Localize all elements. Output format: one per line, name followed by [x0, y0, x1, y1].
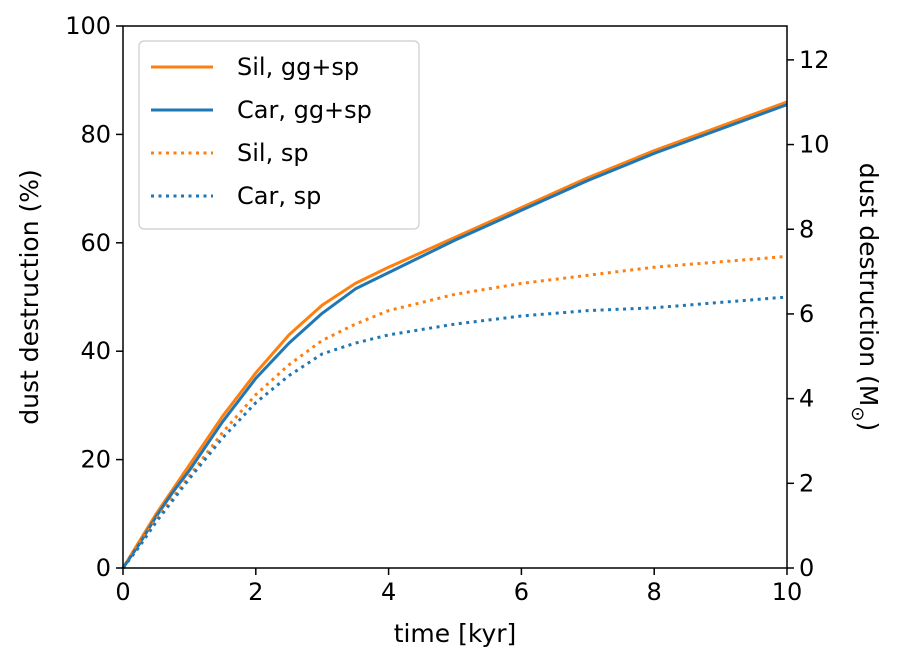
series-line-0: [121, 100, 788, 569]
y-axis-right-label-subscript: ⊙: [847, 406, 868, 421]
series-line-3: [121, 295, 788, 569]
legend: Sil, gg+sp Car, gg+sp Sil, sp Car, sp: [138, 40, 420, 230]
legend-label-0: Sil, gg+sp: [237, 53, 359, 81]
x-tick-label: 10: [772, 578, 803, 606]
y-right-tick-label: 4: [799, 385, 814, 413]
y-axis-label: dust destruction (%): [15, 169, 44, 425]
y-right-tick-label: 6: [799, 300, 814, 328]
y-tick-label: 80: [80, 120, 111, 148]
y-tick-label: 40: [80, 337, 111, 365]
x-axis-label: time [kyr]: [394, 619, 517, 648]
y-axis-right-label-close: ): [854, 421, 883, 431]
y-right-tick-label: 10: [799, 131, 830, 159]
x-tick-label: 2: [248, 578, 263, 606]
y-right-tick-label: 8: [799, 215, 814, 243]
y-right-tick-label: 12: [799, 46, 830, 74]
y-tick-label: 100: [65, 12, 111, 40]
legend-box: [138, 40, 420, 230]
y-axis-right-label-main: dust destruction (M: [854, 163, 883, 407]
x-tick-label: 8: [647, 578, 662, 606]
y-tick-label: 0: [96, 554, 111, 582]
legend-label-2: Sil, sp: [237, 139, 309, 167]
y-right-tick-label: 2: [799, 469, 814, 497]
y-axis-right-label: dust destruction (M⊙): [847, 163, 883, 431]
legend-label-1: Car, gg+sp: [237, 96, 372, 124]
series-line-2: [121, 254, 788, 569]
x-tick-label: 4: [381, 578, 396, 606]
y-right-tick-label: 0: [799, 554, 814, 582]
plot-frame: [122, 25, 788, 569]
x-tick-label: 6: [514, 578, 529, 606]
series-line-1: [121, 103, 788, 569]
legend-label-3: Car, sp: [237, 182, 321, 210]
series-layer: [121, 100, 788, 569]
x-tick-label: 0: [115, 578, 130, 606]
y-tick-label: 20: [80, 446, 111, 474]
y-tick-label: 60: [80, 229, 111, 257]
